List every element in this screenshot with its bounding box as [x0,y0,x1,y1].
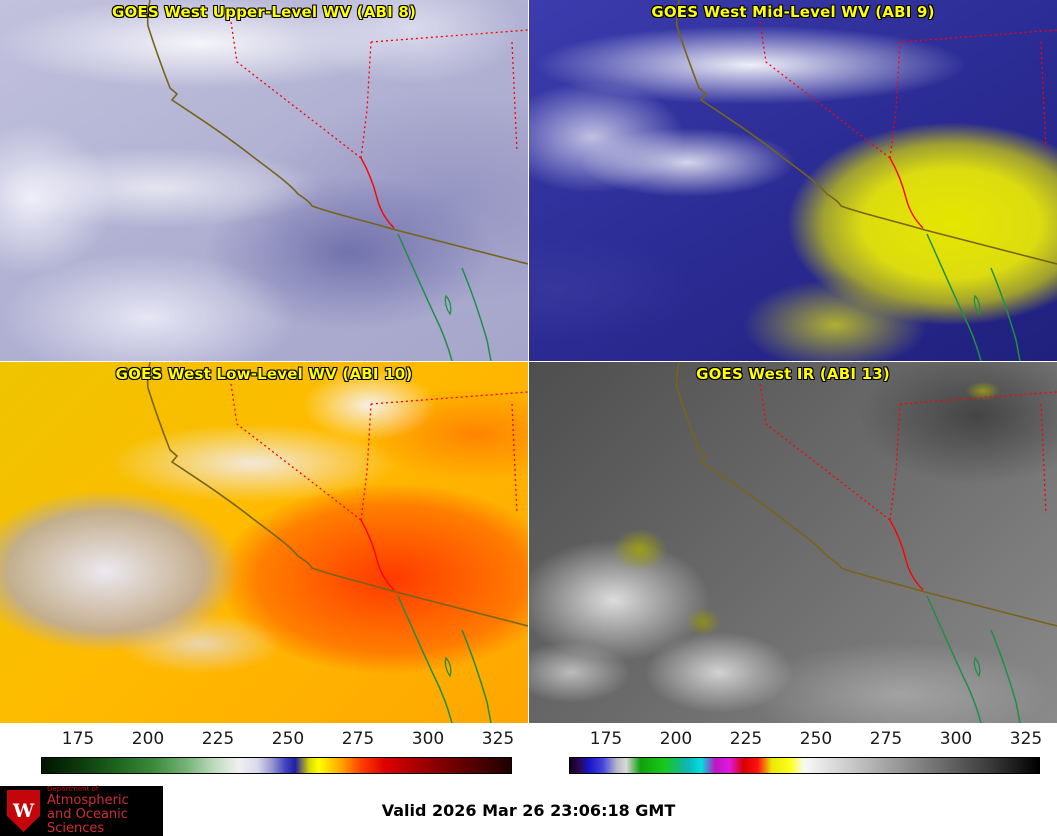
ir-tick-label: 325 [1009,729,1043,749]
panel-title-low-level-wv: GOES West Low-Level WV (ABI 10) [115,365,413,383]
logo-line-1: Atmospheric [47,793,129,809]
ir-colorbar [569,757,1040,774]
panel-title-mid-level-wv: GOES West Mid-Level WV (ABI 9) [651,3,935,21]
logo-line-2: and Oceanic Sciences [47,807,128,836]
ir-colorbar-block: 175 200 225 250 275 300 325 [528,723,1057,784]
panel-title-upper-level-wv: GOES West Upper-Level WV (ABI 8) [111,3,417,21]
panel-upper-level-wv: GOES West Upper-Level WV (ABI 8) [0,0,528,361]
uw-aos-logo: W Department of Atmospheric and Oceanic … [0,784,163,836]
ir-tick-label: 200 [659,729,693,749]
wv-colorbar-block: 175 200 225 250 275 300 325 [0,723,528,784]
wv-tick-label: 175 [61,729,95,749]
wv-tick-label: 225 [201,729,235,749]
wv-tick-label: 250 [271,729,305,749]
basemap-overlay [675,0,1057,361]
panel-low-level-wv: GOES West Low-Level WV (ABI 10) [0,362,528,723]
ir-tick-label: 250 [799,729,833,749]
panel-ir: GOES West IR (ABI 13) [529,362,1057,723]
satellite-quadpanel: GOES West Upper-Level WV (ABI 8) GOES We… [0,0,1057,723]
logo-department-label: Department of [47,784,99,793]
ir-tick-label: 225 [729,729,763,749]
wv-tick-label: 200 [131,729,165,749]
panel-mid-level-wv: GOES West Mid-Level WV (ABI 9) [529,0,1057,361]
logo-text: Department of Atmospheric and Oceanic Sc… [47,784,156,836]
panel-title-ir: GOES West IR (ABI 13) [696,365,890,383]
basemap-overlay [146,0,528,361]
wv-tick-label: 275 [341,729,375,749]
ir-tick-label: 175 [589,729,623,749]
colorbar-strip: 175 200 225 250 275 300 325 175 200 225 … [0,723,1057,784]
ir-tick-label: 275 [869,729,903,749]
valid-timestamp: Valid 2026 Mar 26 23:06:18 GMT [381,801,676,820]
wv-colorbar [41,757,512,774]
wv-tick-label: 300 [411,729,445,749]
ir-tick-label: 300 [939,729,973,749]
basemap-overlay [146,362,528,723]
footer: W Department of Atmospheric and Oceanic … [0,784,1057,836]
basemap-overlay [675,362,1057,723]
wv-tick-label: 325 [481,729,515,749]
